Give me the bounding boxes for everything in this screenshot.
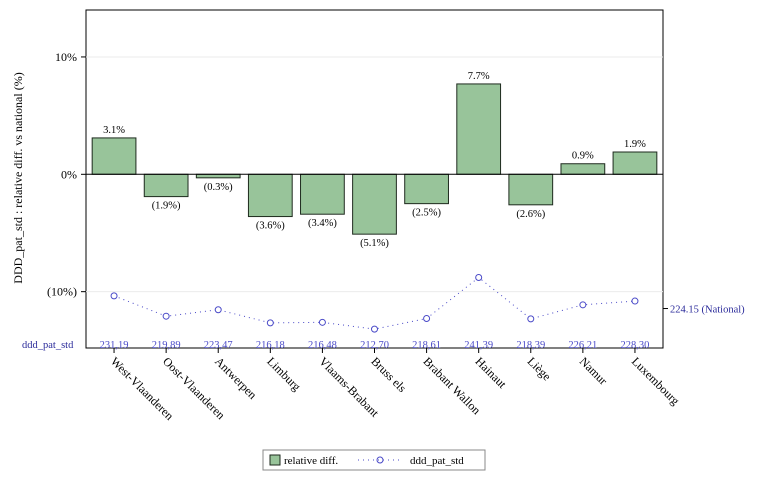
bar-value-label: 3.1% [103, 125, 125, 136]
ddd-value-label: 216,18 [256, 340, 285, 351]
x-tick-label: Liège [525, 354, 554, 383]
bar-value-label: 7.7% [468, 71, 490, 82]
bar-value-label: (5.1%) [360, 238, 389, 249]
bar-value-label: (3.4%) [308, 218, 337, 229]
national-reference-label: 224.15 (National) [670, 305, 745, 316]
y-axis-title: DDD_pat_std : relative diff. vs national… [11, 72, 25, 283]
grid-layer [86, 56, 663, 293]
ddd-point [527, 315, 535, 323]
bar-value-label: (0.3%) [204, 182, 233, 193]
ddd-value-label: 223,47 [204, 340, 233, 351]
ddd-value-label: 219,89 [152, 340, 181, 351]
x-tick-label: Bruss els [368, 354, 409, 395]
ddd-point [371, 325, 378, 333]
bar [560, 163, 606, 175]
x-tick-label: Hainaut [473, 354, 510, 391]
ddd-value-label: 218,61 [412, 340, 441, 351]
x-tick-label: Antwerpen [212, 354, 260, 402]
bar [91, 137, 137, 175]
ddd-value-label: 226,21 [568, 340, 597, 351]
legend-bar-label: relative diff. [284, 455, 338, 467]
legend-line-label: ddd_pat_std [410, 455, 464, 467]
bar [456, 83, 502, 175]
ddd-point [214, 306, 222, 314]
ddd-point [423, 315, 431, 323]
ddd-value-label: 212,70 [360, 340, 389, 351]
bar [508, 173, 554, 206]
ddd-value-label: 216,48 [308, 340, 337, 351]
ddd-value-label: 228,30 [621, 340, 650, 351]
x-tick-label: Luxembourg [629, 354, 683, 408]
ddd-row-label: ddd_pat_std [22, 340, 74, 351]
bar [612, 151, 658, 175]
y-tick-label: 10% [55, 50, 77, 64]
bar [300, 173, 345, 215]
bar [143, 173, 189, 198]
bar-value-label: 0.9% [572, 151, 594, 162]
x-tick-label: Limburg [264, 354, 303, 393]
label-layer: 3.1% (1.9%) (0.3%) (3.6%) (3.4%) (5.1%) (2.5%)… [100, 71, 650, 351]
ddd-value-label: 231,19 [100, 340, 129, 351]
bar-value-label: (1.9%) [152, 201, 181, 212]
ddd-point [110, 292, 118, 300]
ddd-point [631, 297, 639, 305]
ddd-point [266, 319, 274, 327]
ddd-point [475, 273, 483, 281]
bar-value-label: (3.6%) [256, 221, 285, 232]
bar-value-label: (2.6%) [516, 209, 545, 220]
bar-value-label: 1.9% [624, 139, 646, 150]
legend: relative diff. ddd_pat_std [262, 449, 486, 471]
bars-layer [91, 83, 658, 235]
bar [352, 173, 397, 235]
bar [247, 173, 293, 218]
ddd-value-label: 241,39 [464, 340, 493, 351]
bar-value-label: (2.5%) [412, 208, 441, 219]
legend-bar-swatch [269, 454, 281, 466]
ddd-point [579, 301, 587, 309]
ddd-line [113, 276, 635, 330]
line-layer [110, 273, 639, 333]
ddd-point [318, 318, 326, 326]
ddd-value-label: 218,39 [516, 340, 545, 351]
bar [404, 173, 449, 205]
y-tick-label: (10%) [47, 285, 77, 299]
x-tick-label: Namur [577, 354, 610, 387]
ddd-point [162, 312, 170, 320]
bar [195, 173, 241, 179]
legend-line-marker [376, 456, 384, 464]
y-tick-label: 0% [61, 167, 77, 181]
